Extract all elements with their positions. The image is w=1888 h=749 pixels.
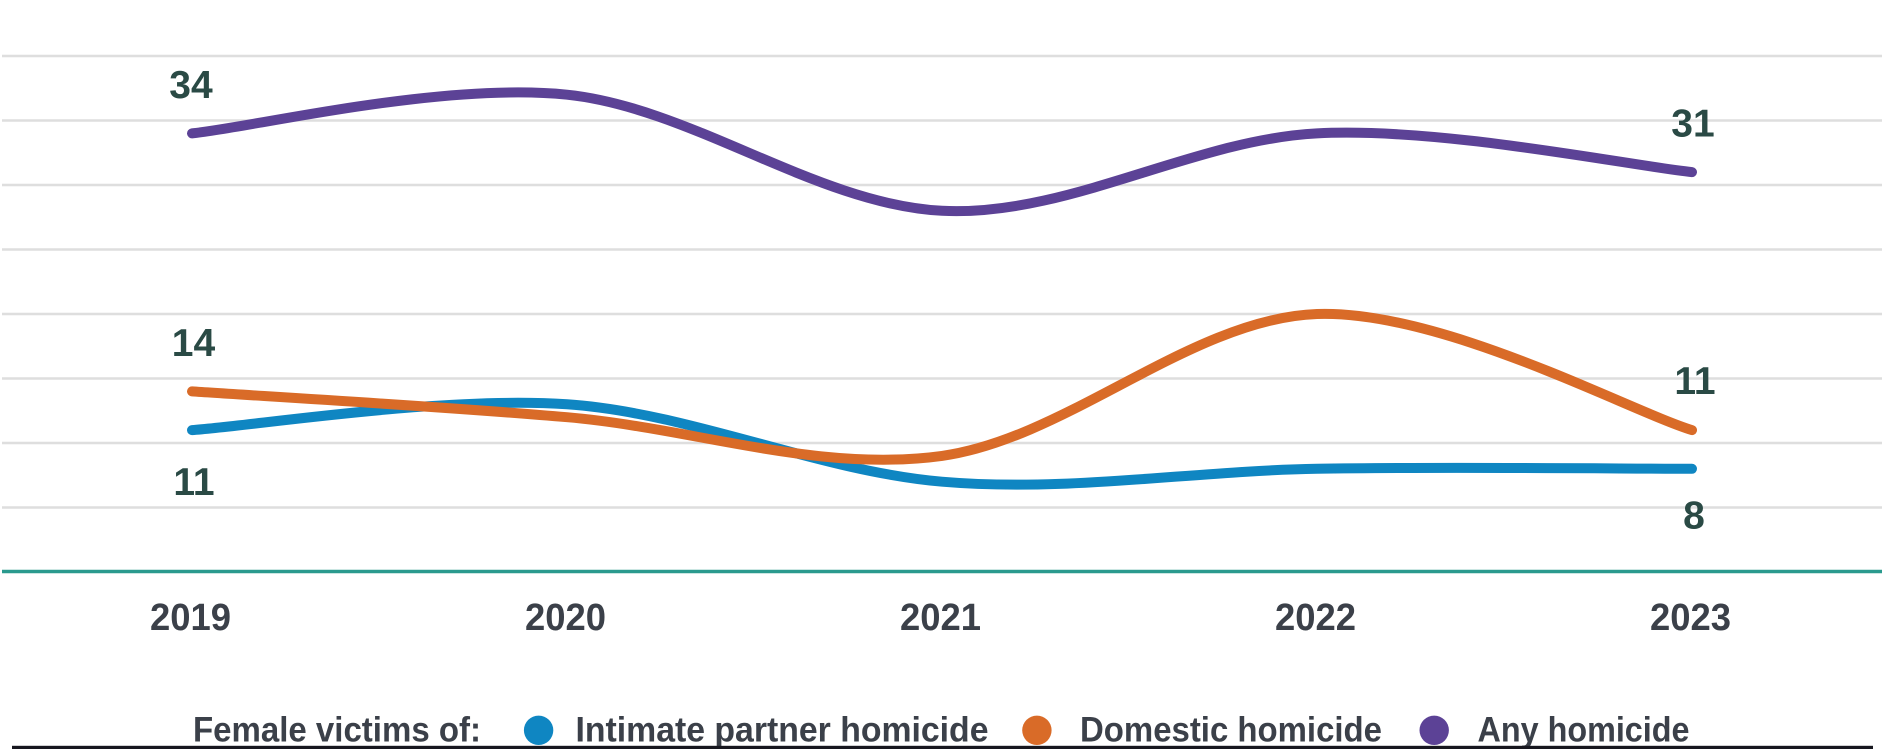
svg-text:Female victims of:: Female victims of: (193, 711, 481, 749)
svg-text:Any homicide: Any homicide (1478, 711, 1690, 749)
svg-text:Intimate partner homicide: Intimate partner homicide (576, 711, 989, 749)
svg-text:34: 34 (169, 64, 213, 107)
svg-text:11: 11 (1674, 360, 1715, 403)
svg-text:2021: 2021 (900, 597, 981, 639)
svg-text:2020: 2020 (525, 597, 606, 639)
svg-text:14: 14 (172, 322, 216, 365)
svg-text:8: 8 (1683, 495, 1705, 538)
svg-text:Domestic homicide: Domestic homicide (1080, 711, 1382, 749)
svg-text:31: 31 (1671, 103, 1714, 146)
svg-text:11: 11 (173, 461, 214, 504)
svg-text:2023: 2023 (1650, 597, 1731, 639)
svg-text:2019: 2019 (150, 597, 231, 639)
svg-text:2022: 2022 (1275, 597, 1356, 639)
